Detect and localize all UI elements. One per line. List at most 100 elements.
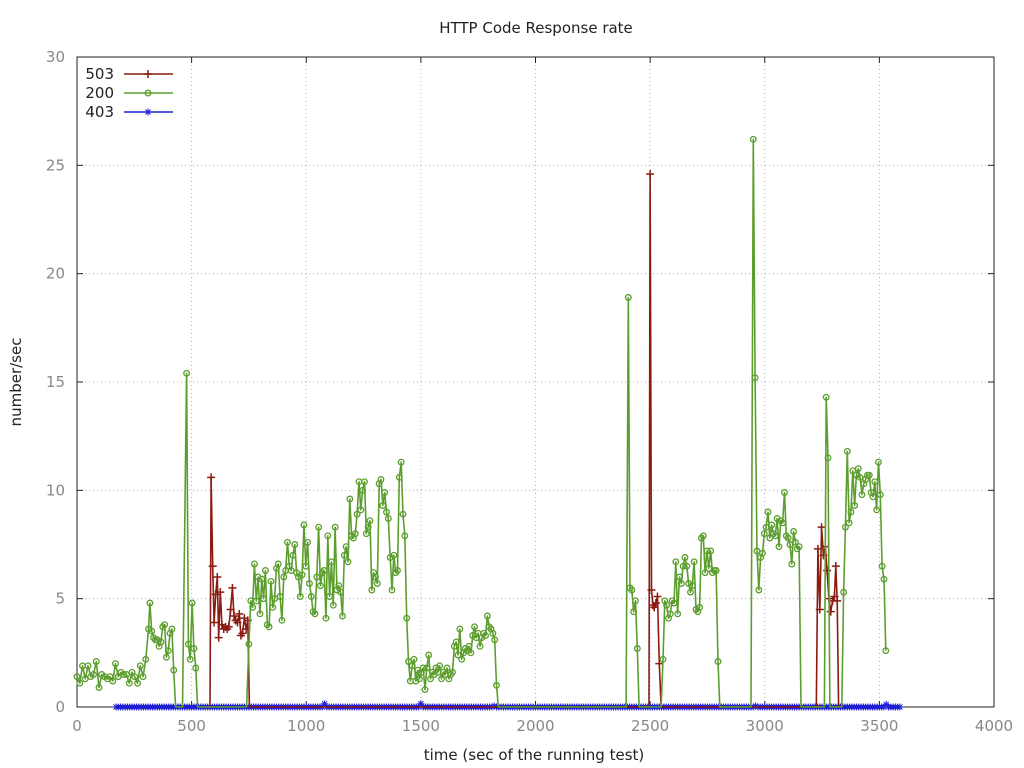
data-point-503 xyxy=(651,599,660,607)
data-point-503 xyxy=(830,592,839,601)
data-point-200 xyxy=(452,638,460,646)
data-point-200 xyxy=(416,675,423,683)
data-point-200 xyxy=(436,662,444,670)
data-point-200 xyxy=(339,612,346,620)
data-point-200 xyxy=(311,610,319,618)
data-point-200 xyxy=(871,478,879,486)
data-point-200 xyxy=(361,478,368,486)
data-point-200 xyxy=(142,655,150,663)
x-axis-label: time (sec of the running test) xyxy=(424,746,645,764)
data-point-200 xyxy=(438,675,445,683)
data-point-503 xyxy=(228,583,237,592)
data-point-200 xyxy=(362,530,370,538)
data-point-200 xyxy=(489,629,497,637)
data-point-403 xyxy=(896,703,904,711)
data-point-200 xyxy=(840,588,848,596)
y-tick-label: 10 xyxy=(46,481,65,499)
data-point-200 xyxy=(357,506,365,514)
y-tick-label: 25 xyxy=(46,156,65,174)
data-point-200 xyxy=(329,601,337,609)
data-point-200 xyxy=(291,541,299,548)
data-point-200 xyxy=(405,658,412,665)
series-layer xyxy=(73,135,904,711)
data-point-200 xyxy=(878,562,886,570)
data-point-200 xyxy=(381,489,389,496)
data-point-200 xyxy=(714,658,722,665)
data-point-200 xyxy=(95,684,103,691)
data-point-200 xyxy=(337,588,345,596)
data-point-403 xyxy=(752,702,760,710)
data-point-200 xyxy=(306,580,313,587)
data-point-200 xyxy=(624,294,632,301)
data-point-200 xyxy=(659,655,667,663)
data-point-200 xyxy=(630,608,638,616)
data-point-200 xyxy=(383,508,390,516)
data-point-200 xyxy=(326,593,334,600)
y-tick-label: 0 xyxy=(55,698,65,716)
data-point-200 xyxy=(677,580,685,587)
data-point-200 xyxy=(399,510,407,518)
legend-label: 403 xyxy=(85,103,114,121)
data-point-200 xyxy=(873,506,881,514)
data-point-200 xyxy=(875,458,882,466)
data-point-200 xyxy=(679,562,687,570)
data-point-200 xyxy=(403,614,411,622)
data-point-503 xyxy=(655,659,664,668)
x-tick-label: 500 xyxy=(177,717,206,735)
y-tick-label: 15 xyxy=(46,373,65,391)
legend-marker xyxy=(144,89,152,97)
data-point-200 xyxy=(256,610,264,618)
data-point-503 xyxy=(826,607,835,616)
data-point-200 xyxy=(421,686,429,694)
data-point-503 xyxy=(233,618,242,627)
data-point-200 xyxy=(250,560,258,568)
data-point-200 xyxy=(471,623,478,631)
data-point-200 xyxy=(136,662,144,670)
data-point-200 xyxy=(161,621,169,629)
data-point-200 xyxy=(320,567,328,574)
data-point-200 xyxy=(851,502,859,509)
data-point-200 xyxy=(465,642,473,650)
x-tick-label: 1000 xyxy=(287,717,325,735)
data-point-200 xyxy=(410,655,418,663)
x-tick-label: 4000 xyxy=(975,717,1013,735)
data-point-200 xyxy=(335,582,343,590)
data-point-200 xyxy=(271,595,279,603)
data-point-200 xyxy=(869,493,877,501)
data-point-200 xyxy=(390,551,398,559)
data-point-503 xyxy=(819,551,828,560)
data-point-200 xyxy=(858,491,866,499)
data-point-200 xyxy=(377,476,385,483)
data-point-200 xyxy=(125,679,133,687)
data-point-200 xyxy=(328,558,335,566)
data-point-503 xyxy=(216,588,225,597)
data-point-200 xyxy=(186,655,194,663)
data-point-200 xyxy=(687,588,694,596)
series-line-200 xyxy=(76,138,887,708)
data-point-200 xyxy=(792,538,799,546)
data-point-200 xyxy=(317,582,324,590)
data-point-200 xyxy=(168,625,176,633)
data-point-200 xyxy=(701,569,709,577)
data-point-200 xyxy=(249,603,257,611)
data-point-200 xyxy=(467,649,475,657)
data-point-200 xyxy=(401,532,409,540)
data-point-200 xyxy=(483,612,491,620)
data-point-200 xyxy=(443,664,451,672)
data-point-200 xyxy=(628,586,636,594)
data-point-200 xyxy=(670,599,678,607)
data-point-200 xyxy=(304,538,312,546)
data-point-503 xyxy=(210,618,219,627)
data-point-200 xyxy=(300,521,308,529)
data-point-200 xyxy=(790,528,798,535)
data-point-200 xyxy=(184,640,192,648)
legend-item-503: 503 xyxy=(85,65,173,83)
data-point-403 xyxy=(417,700,425,708)
legend-label: 503 xyxy=(85,65,114,83)
data-point-200 xyxy=(258,575,266,583)
data-point-200 xyxy=(302,562,310,570)
data-point-200 xyxy=(843,447,851,455)
data-point-200 xyxy=(779,519,787,527)
data-point-200 xyxy=(134,679,141,687)
